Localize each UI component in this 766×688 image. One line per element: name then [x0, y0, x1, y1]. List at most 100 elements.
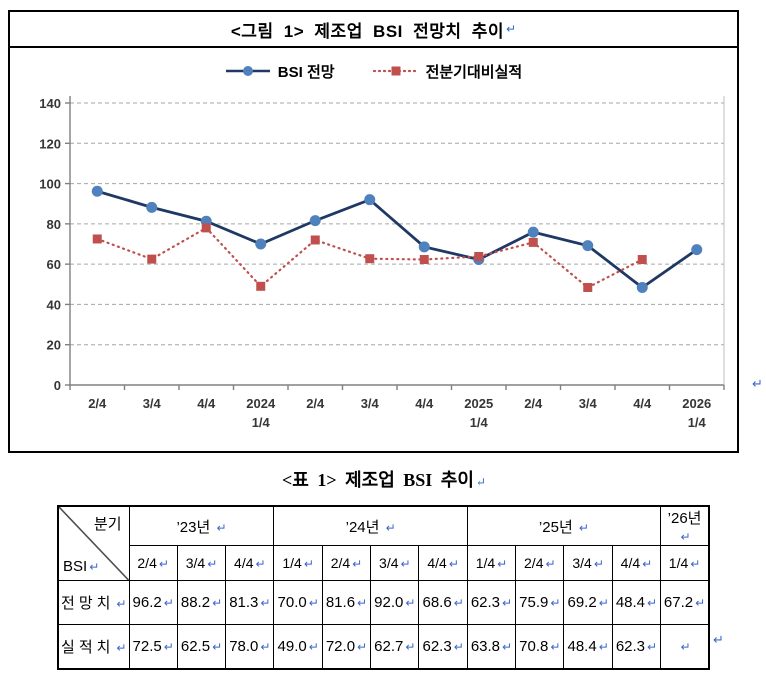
table-row-실적치: 실적치 ↵ 72.5 ↵ 62.5 ↵ 78.0 ↵ 49.0 ↵ 72.0 ↵ 62.7 ↵ 62.3 ↵ 6…: [57, 624, 710, 670]
x-tick-label: 4/4: [633, 396, 652, 411]
return-mark: ↵: [357, 596, 368, 610]
return-mark: ↵: [308, 596, 319, 610]
quarter-header-cell: 4/4 ↵: [418, 545, 468, 581]
value-cell: 48.4 ↵: [563, 624, 613, 670]
value-cell: 69.2 ↵: [563, 580, 613, 625]
data-point-square: [310, 235, 320, 245]
data-point-square: [201, 223, 211, 233]
chart-legend: BSI 전망 전분기대비실적: [10, 57, 737, 85]
data-point-square: [637, 255, 647, 265]
y-tick-label: 60: [47, 257, 61, 272]
return-mark: ↵: [405, 596, 416, 610]
return-mark: ↵: [163, 596, 174, 610]
return-mark: ↵: [695, 596, 706, 610]
data-point-square: [92, 234, 102, 244]
quarter-header-cell: 1/4 ↵: [660, 545, 710, 581]
data-point-circle: [582, 240, 594, 252]
return-mark: ↵: [260, 596, 271, 610]
x-tick-label: 3/4: [579, 396, 598, 411]
return-mark: ↵: [680, 640, 691, 654]
quarter-header-cell: 2/4 ↵: [128, 545, 178, 581]
x-tick-label: 4/4: [415, 396, 434, 411]
return-mark: ↵: [357, 640, 368, 654]
value-cell: 78.0 ↵: [225, 624, 275, 670]
y-tick-label: 20: [47, 338, 61, 353]
series-line-0: [96, 189, 698, 290]
legend-label-0: BSI 전망: [277, 63, 335, 81]
x-tick-label: 2/4: [306, 396, 325, 411]
y-tick-label: 120: [39, 136, 61, 151]
data-point-square: [474, 251, 484, 261]
value-cell: 62.3 ↵: [418, 624, 468, 670]
value-cell: 88.2 ↵: [176, 580, 227, 625]
quarter-header-cell: 3/4 ↵: [370, 545, 420, 581]
data-point-square: [256, 281, 266, 291]
data-point-circle: [418, 241, 430, 253]
return-mark: ↵: [647, 640, 658, 654]
return-mark: ↵: [593, 557, 604, 571]
return-mark: ↵: [506, 22, 517, 36]
x-tick-label: 2026: [682, 396, 711, 411]
value-cell: 63.8 ↵: [466, 624, 517, 670]
data-point-circle: [636, 282, 648, 294]
data-point-square: [365, 254, 375, 264]
x-tick-label: 1/4: [688, 415, 707, 430]
data-point-circle: [309, 215, 321, 227]
return-mark: ↵: [207, 557, 218, 571]
data-point-circle: [91, 185, 103, 197]
return-mark: ↵: [502, 640, 513, 654]
x-tick-label: 3/4: [143, 396, 162, 411]
return-mark: ↵: [752, 376, 763, 391]
data-point-square: [528, 237, 538, 247]
quarter-header-cell: 4/4 ↵: [225, 545, 275, 581]
corner-label-bsi: BSI ↵: [63, 558, 100, 575]
quarter-header-cell: 3/4 ↵: [563, 545, 613, 581]
return-mark: ↵: [116, 597, 127, 611]
corner-label-quarter: 분기: [93, 516, 122, 533]
return-mark: ↵: [545, 557, 556, 571]
x-tick-label: 3/4: [361, 396, 380, 411]
quarter-header-cell: 4/4 ↵: [611, 545, 662, 581]
x-tick-label: 4/4: [197, 396, 216, 411]
data-point-circle: [691, 244, 703, 256]
value-cell: 72.0 ↵: [321, 624, 372, 670]
value-cell: 62.3 ↵: [611, 624, 662, 670]
value-cell: 81.6 ↵: [321, 580, 372, 625]
year-header-cell: ’24년 ↵: [273, 505, 468, 546]
value-cell: ↵: [660, 624, 710, 670]
return-mark: ↵: [598, 640, 609, 654]
x-tick-label: 2/4: [524, 396, 543, 411]
quarter-header-cell: 1/4 ↵: [273, 545, 323, 581]
x-tick-label: 2024: [246, 396, 276, 411]
legend-item-0: BSI 전망: [225, 61, 335, 82]
y-tick-label: 140: [39, 96, 61, 111]
value-cell: 72.5 ↵: [128, 624, 178, 670]
year-header-cell: ’25년 ↵: [466, 505, 662, 546]
return-mark: ↵: [690, 557, 701, 571]
return-mark: ↵: [453, 596, 464, 610]
value-cell: 68.6 ↵: [418, 580, 468, 625]
return-mark: ↵: [158, 557, 169, 571]
return-mark: ↵: [598, 596, 609, 610]
return-mark: ↵: [475, 475, 486, 489]
x-tick-label: 2/4: [88, 396, 107, 411]
figure-title-text: <그림 1> 제조업 BSI 전망치 추이: [230, 21, 505, 41]
legend-item-1: 전분기대비실적: [372, 61, 522, 82]
figure-box: <그림 1> 제조업 BSI 전망치 추이 ↵ BSI 전망 전분기대비실적 0 20…: [8, 10, 739, 453]
quarter-header-cell: 2/4 ↵: [321, 545, 372, 581]
return-mark: ↵: [116, 641, 127, 655]
return-mark: ↵: [448, 557, 459, 571]
return-mark: ↵: [385, 520, 396, 535]
return-mark: ↵: [647, 596, 658, 610]
value-cell: 67.2 ↵: [660, 580, 710, 625]
y-tick-label: 40: [47, 297, 61, 312]
return-mark: ↵: [550, 640, 561, 654]
data-point-circle: [364, 194, 376, 206]
y-tick-label: 0: [54, 378, 61, 393]
data-point-circle: [527, 226, 539, 238]
return-mark: ↵: [578, 520, 589, 535]
table-title: <표 1> 제조업 BSI 추이 ↵: [58, 466, 710, 492]
value-cell: 92.0 ↵: [370, 580, 420, 625]
return-mark: ↵: [308, 640, 319, 654]
